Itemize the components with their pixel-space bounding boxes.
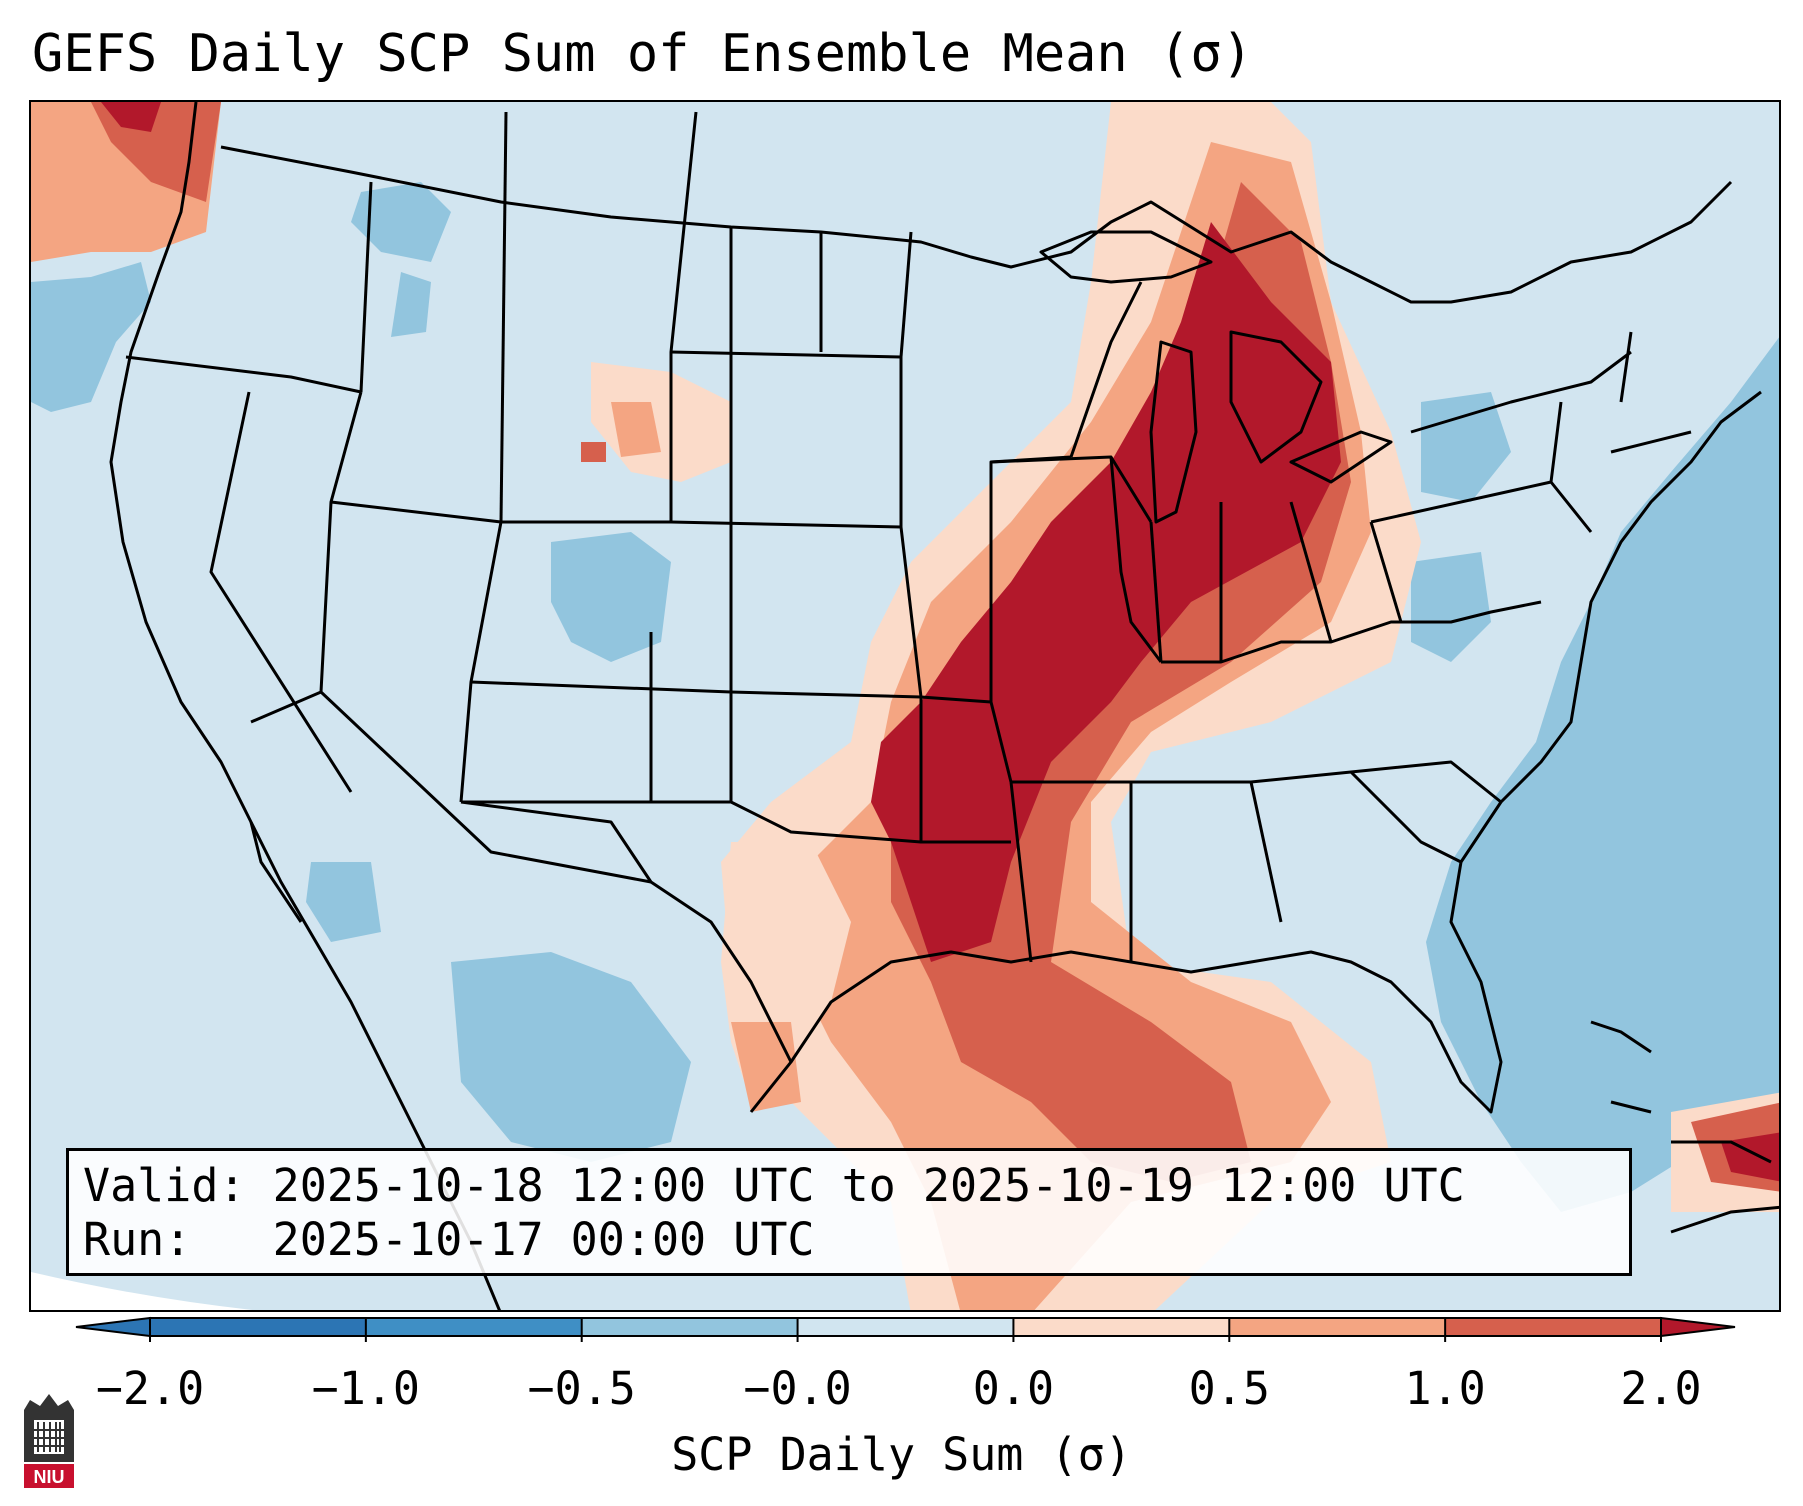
colorbar-tick-label: −0.5	[527, 1362, 636, 1415]
niu-logo: NIU	[24, 1394, 74, 1488]
map-svg	[31, 102, 1779, 1310]
atlantic-ocean	[1426, 337, 1779, 1212]
colorbar-outline	[149, 1317, 1662, 1337]
run-time: 2025-10-17 00:00 UTC	[272, 1213, 815, 1266]
colorbar-label: SCP Daily Sum (σ)	[671, 1428, 1132, 1481]
projection-edge	[31, 1272, 253, 1310]
positive-anomaly-patches	[31, 102, 1779, 1310]
valid-range: 2025-10-18 12:00 UTC to 2025-10-19 12:00…	[272, 1159, 1465, 1212]
colorbar-tick-label: −1.0	[311, 1362, 421, 1415]
colorbar-bin	[1013, 1318, 1230, 1336]
run-label: Run:	[83, 1213, 192, 1266]
negative-anomaly-patches	[31, 182, 1541, 1162]
valid-label: Valid:	[83, 1159, 246, 1212]
colorbar-bin	[797, 1318, 1014, 1336]
east-coastline	[1459, 390, 1762, 863]
colorbar-bin	[1229, 1318, 1446, 1336]
lake-huron	[1229, 330, 1323, 464]
canada-border	[220, 145, 1733, 304]
valid-run-info-box: Valid: 2025-10-18 12:00 UTC to 2025-10-1…	[66, 1148, 1632, 1276]
colorbar-bins	[149, 1318, 1662, 1342]
colorbar-under-triangle	[75, 1316, 151, 1338]
colorbar-tick-label: 1.0	[1404, 1362, 1486, 1415]
colorbar-bin	[1445, 1318, 1662, 1336]
colorbar-tick-label: 0.5	[1188, 1362, 1270, 1415]
colorbar-tick-label: −2.0	[95, 1362, 205, 1415]
west-coastline	[109, 102, 501, 1310]
lake-superior	[1039, 230, 1213, 284]
colorbar-bin	[581, 1318, 799, 1336]
lake-erie	[1289, 430, 1393, 484]
svg-text:NIU: NIU	[34, 1467, 65, 1487]
colorbar-bin	[365, 1318, 583, 1336]
chart-title: GEFS Daily SCP Sum of Ensemble Mean (σ)	[32, 24, 1253, 84]
map-panel[interactable]	[29, 100, 1781, 1312]
colorbar-over-triangle	[1660, 1316, 1736, 1338]
colorbar	[75, 1316, 1736, 1342]
colorbar-tick-label: 2.0	[1620, 1362, 1702, 1415]
colorbar-tick-label: 0.0	[972, 1362, 1055, 1415]
colorbar-tick-label: −0.0	[743, 1362, 852, 1415]
boundaries	[109, 102, 1762, 1310]
gulf-coastline	[749, 861, 1503, 1114]
lake-michigan	[1149, 340, 1198, 524]
caribbean-islands	[1590, 1020, 1779, 1234]
colorbar-bin	[150, 1318, 367, 1336]
